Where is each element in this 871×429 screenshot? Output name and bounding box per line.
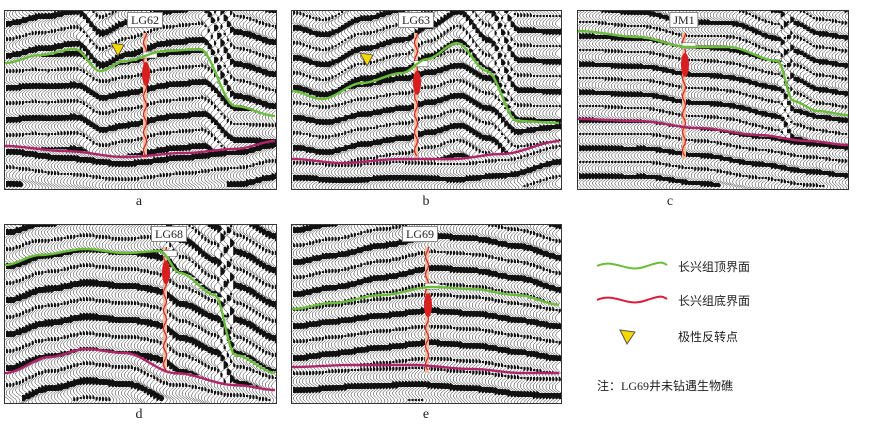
legend-top-horizon: 长兴组顶界面 — [596, 256, 750, 276]
yellow-triangle-icon — [619, 329, 636, 345]
seismic-section-b — [292, 11, 561, 189]
reversal-marker-icon — [110, 42, 125, 57]
seismic-panel-d: LG68 — [4, 224, 277, 404]
seismic-panel-e: LG69 — [291, 224, 562, 404]
panel-letter-d: d — [135, 407, 143, 422]
bottom-horizon-line — [5, 139, 276, 159]
top-horizon-line — [5, 247, 276, 375]
panel-letter-c: c — [666, 194, 674, 209]
bottom-horizon-line — [292, 139, 560, 165]
top-horizon-line — [292, 41, 560, 125]
green-line-icon — [596, 261, 668, 270]
seismic-panel-c: JM1 — [577, 10, 849, 190]
panel-letter-e: e — [422, 407, 430, 422]
well-label-lg62: LG62 — [127, 12, 163, 28]
footnote: 注：LG69井未钻遇生物礁 — [597, 379, 733, 393]
wiggle-traces — [292, 11, 561, 189]
red-line-icon — [596, 295, 668, 304]
bottom-horizon-line — [578, 117, 848, 147]
panel-letter-a: a — [135, 194, 143, 209]
wiggle-traces — [5, 225, 276, 403]
well-label-lg63: LG63 — [398, 12, 434, 28]
legend-reversal: 极性反转点 — [596, 326, 738, 346]
well-label-jm1: JM1 — [669, 12, 699, 28]
top-horizon-line — [5, 47, 276, 118]
legend-reversal-label: 极性反转点 — [678, 329, 739, 344]
well-trace — [681, 32, 697, 159]
reversal-marker-icon — [359, 52, 374, 67]
seismic-panel-a: LG62 — [4, 10, 277, 190]
seismic-section-c — [578, 11, 848, 189]
bottom-horizon-line — [292, 363, 559, 375]
bottom-horizon-line — [5, 347, 276, 392]
seismic-panel-b: LG63 — [291, 10, 562, 190]
top-horizon-line — [292, 285, 560, 311]
legend-bottom-horizon: 长兴组底界面 — [596, 290, 750, 310]
seismic-section-e — [292, 225, 561, 403]
top-horizon-line — [578, 29, 848, 117]
wiggle-traces — [578, 11, 848, 189]
well-label-lg68: LG68 — [151, 226, 187, 242]
well-label-lg69: LG69 — [402, 226, 438, 242]
seismic-section-a — [5, 11, 276, 189]
seismic-section-d — [5, 225, 276, 403]
panel-letter-b: b — [422, 194, 430, 209]
wiggle-traces — [5, 11, 276, 189]
well-trace — [424, 246, 440, 373]
well-trace — [162, 246, 178, 373]
legend-top-label: 长兴组顶界面 — [678, 259, 751, 274]
well-trace — [413, 32, 429, 159]
legend-bottom-label: 长兴组底界面 — [678, 293, 751, 308]
